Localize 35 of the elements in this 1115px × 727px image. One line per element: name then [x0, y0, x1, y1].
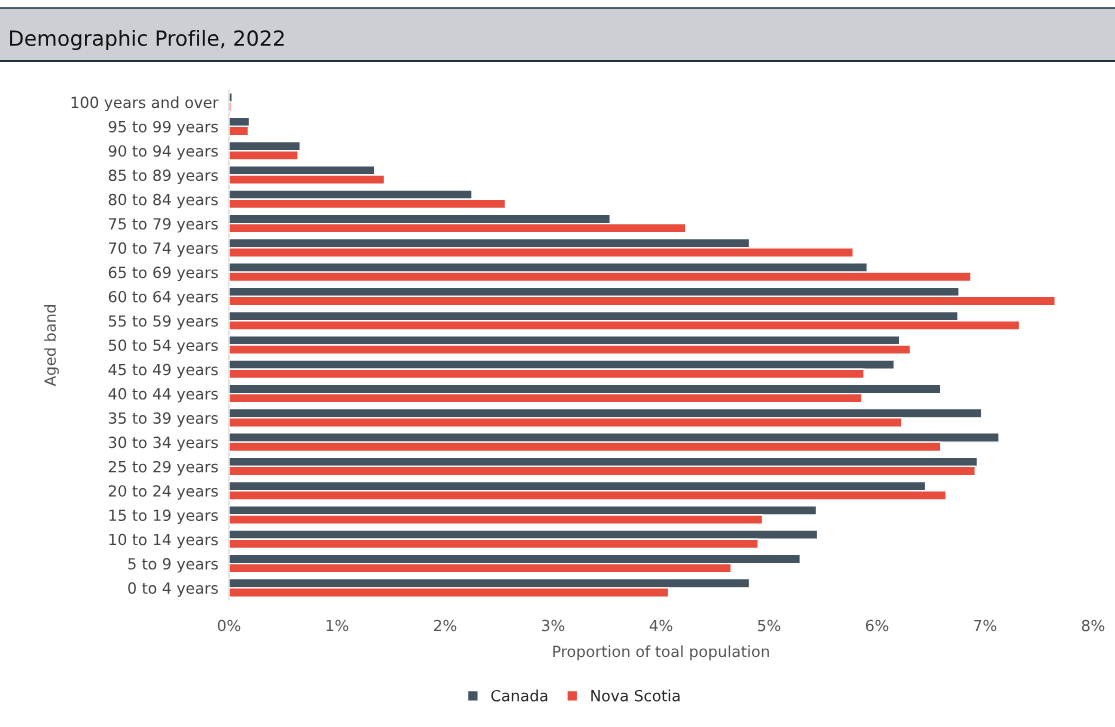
legend-label: Canada [491, 689, 548, 702]
y-tick-label: 100 years and over [71, 96, 219, 112]
y-tick-label: 35 to 39 years [108, 412, 218, 427]
x-axis-title: Proportion of toal population [553, 645, 769, 661]
y-tick-label: 75 to 79 years [109, 218, 218, 233]
y-tick-label: 15 to 19 years [109, 509, 218, 524]
y-tick-label: 80 to 84 years [108, 193, 218, 209]
chart-title: Demographic Profile, 2022 [10, 29, 284, 51]
x-tick-label: 6% [865, 619, 889, 632]
y-tick-label: 55 to 59 years [108, 315, 218, 330]
x-tick-label: 1% [326, 619, 349, 632]
y-tick-label: 25 to 29 years [108, 460, 218, 476]
y-tick-label: 60 to 64 years [108, 290, 218, 306]
x-tick-label: 4% [649, 619, 673, 632]
y-axis-title: Aged band [44, 305, 59, 387]
x-tick-label: 5% [758, 619, 781, 632]
y-tick-label: 45 to 49 years [108, 363, 218, 379]
y-tick-label: 5 to 9 years [128, 558, 218, 573]
y-tick-label: 0 to 4 years [128, 582, 218, 597]
legend-label: Nova Scotia [591, 689, 680, 702]
y-tick-label: 40 to 44 years [108, 388, 218, 403]
x-tick-label: 3% [542, 619, 565, 632]
y-tick-label: 20 to 24 years [108, 485, 218, 500]
y-tick-label: 70 to 74 years [109, 242, 218, 257]
y-tick-label: 65 to 69 years [108, 266, 218, 282]
y-tick-label: 95 to 99 years [108, 120, 218, 136]
y-tick-label: 50 to 54 years [108, 339, 218, 354]
y-tick-label: 30 to 34 years [108, 436, 218, 452]
y-tick-label: 10 to 14 years [109, 533, 218, 549]
x-tick-label: 8% [1081, 619, 1105, 632]
y-tick-label: 90 to 94 years [108, 145, 218, 160]
x-tick-label: 0% [217, 619, 241, 632]
x-tick-label: 7% [974, 619, 997, 632]
y-tick-label: 85 to 89 years [108, 169, 218, 184]
x-tick-label: 2% [434, 619, 457, 632]
